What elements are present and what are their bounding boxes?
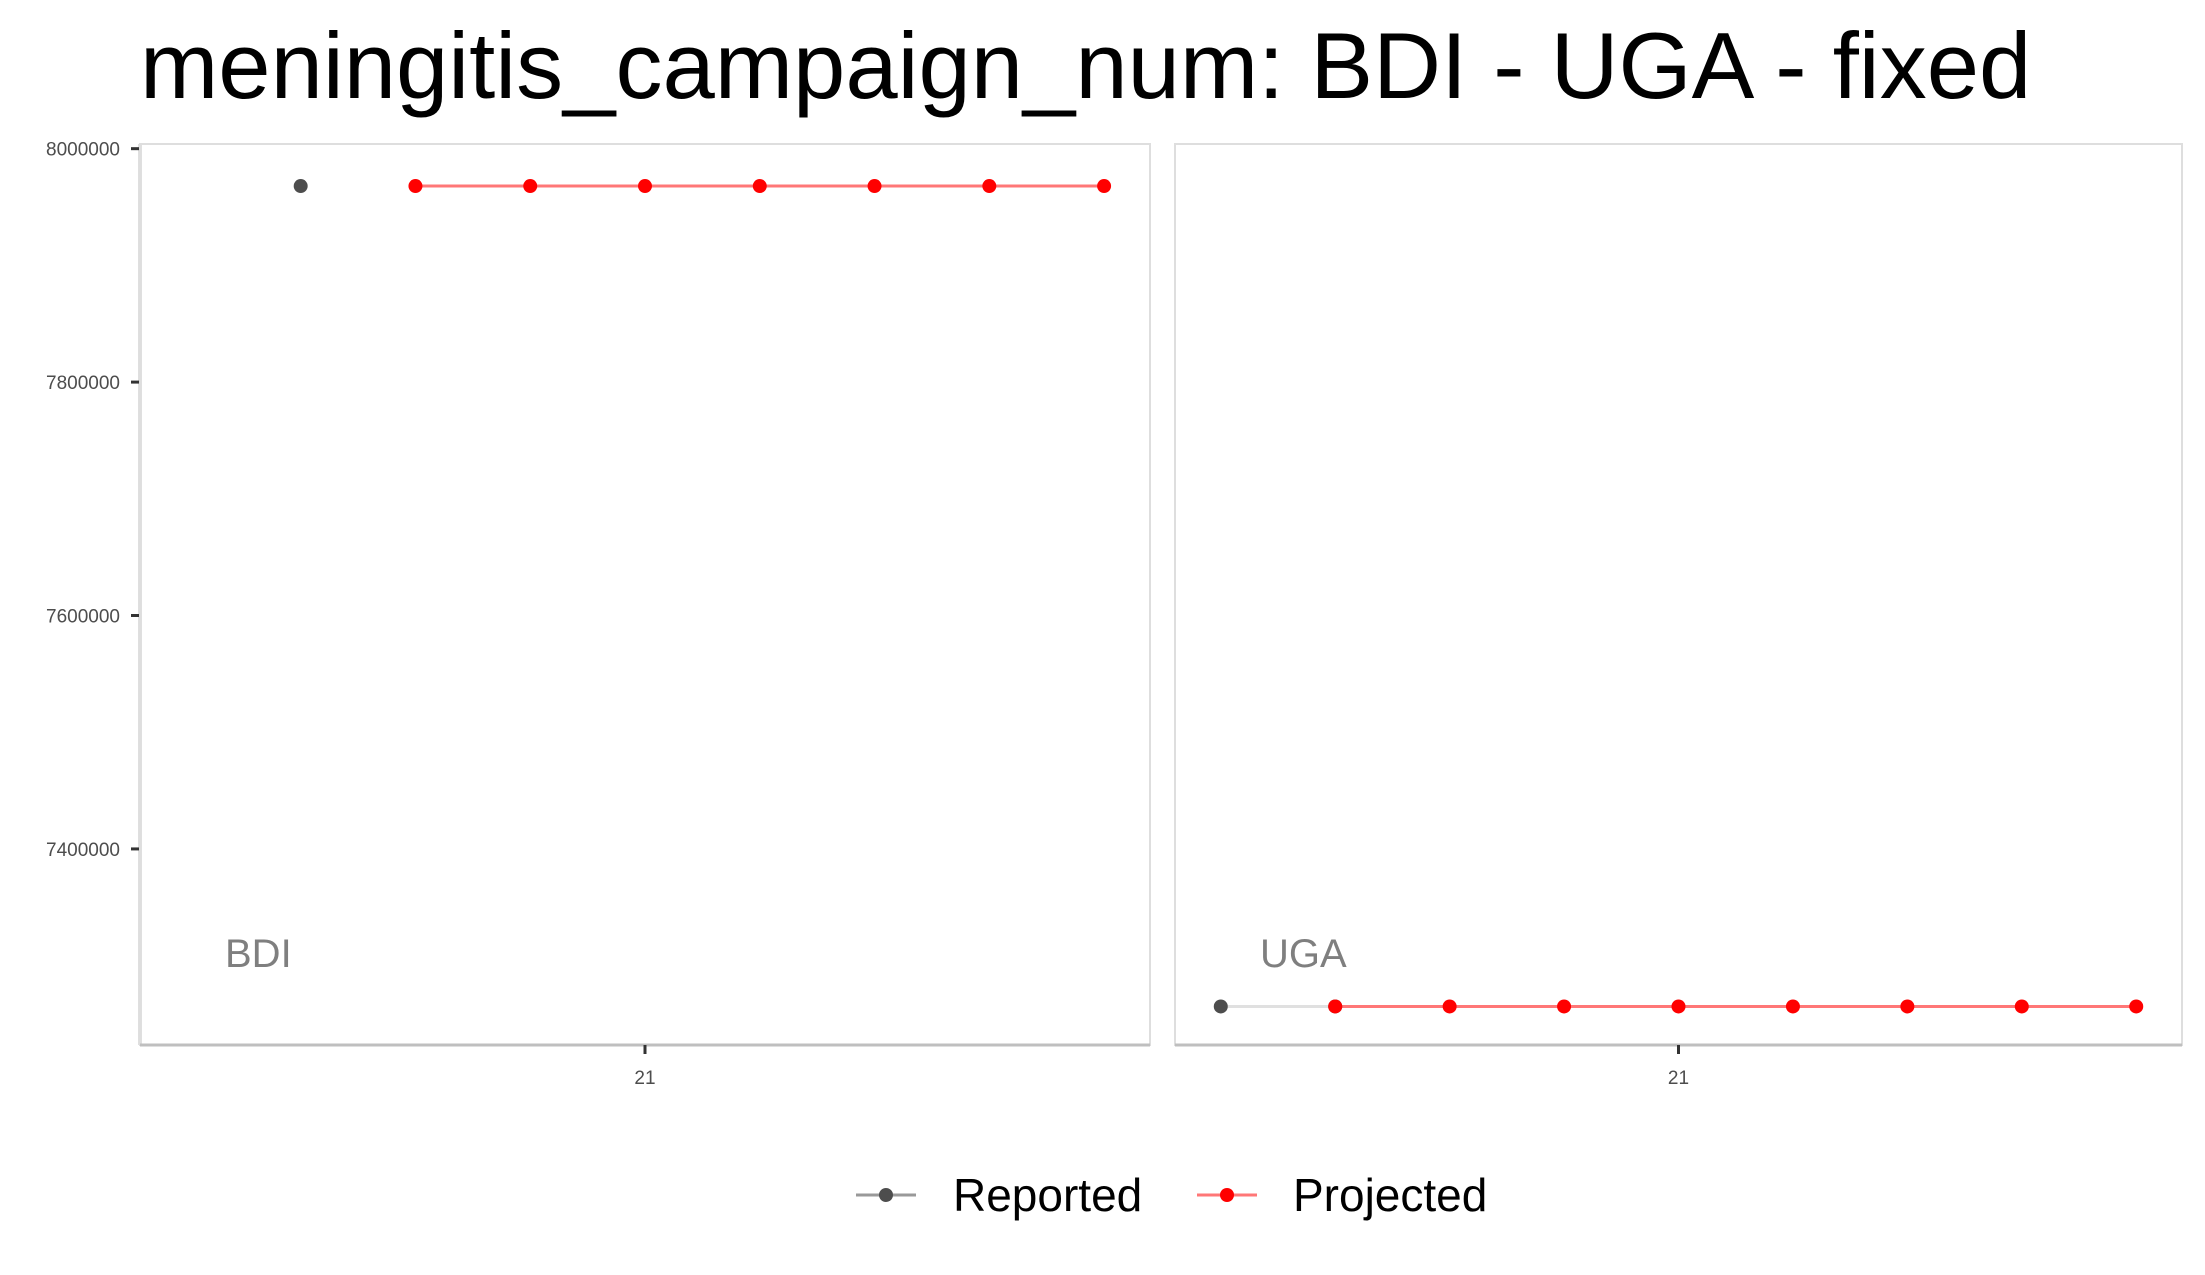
panel-border	[139, 143, 1151, 1046]
data-point-reported	[1213, 999, 1228, 1014]
data-point-projected	[2014, 999, 2029, 1014]
legend-label: Projected	[1293, 1169, 1487, 1221]
data-point-projected	[638, 179, 652, 194]
data-point-projected	[1442, 999, 1457, 1014]
y-axis: 7400000 7600000 7800000 8000000	[46, 140, 142, 1045]
x-tick-label: 21	[1668, 1068, 1689, 1089]
data-point-projected	[408, 179, 423, 194]
legend: Reported Projected	[856, 1169, 1487, 1221]
legend-item-projected: Projected	[1197, 1169, 1487, 1221]
legend-item-reported: Reported	[856, 1169, 1142, 1221]
panel-label: UGA	[1260, 932, 1347, 976]
legend-label: Reported	[953, 1169, 1142, 1221]
data-point-projected	[2129, 999, 2144, 1014]
x-tick-label: 21	[634, 1068, 655, 1089]
y-tick-label: 7400000	[46, 840, 120, 861]
data-point-projected	[1097, 179, 1112, 194]
data-point-projected	[1557, 999, 1572, 1014]
panel-label: BDI	[225, 932, 292, 976]
data-point-projected	[1671, 999, 1686, 1014]
chart-panels: 21 BDI 21 UGA	[139, 143, 2183, 1089]
panel-bdi: 21 BDI	[139, 143, 1151, 1089]
data-point-projected	[523, 179, 538, 194]
legend-key-point	[879, 1188, 893, 1202]
chart-title: meningitis_campaign_num: BDI - UGA - fix…	[140, 13, 2032, 118]
data-point-projected	[1785, 999, 1800, 1014]
legend-key-point	[1220, 1188, 1234, 1202]
data-point-projected	[1900, 999, 1915, 1014]
panel-uga: 21 UGA	[1174, 143, 2183, 1089]
y-tick-label: 7800000	[46, 373, 120, 394]
panel-border	[1174, 143, 2183, 1046]
data-point-projected	[1328, 999, 1343, 1014]
y-tick-label: 8000000	[46, 140, 120, 161]
data-point-reported	[293, 179, 308, 194]
y-tick-label: 7600000	[46, 607, 120, 628]
data-point-projected	[867, 179, 882, 194]
data-point-projected	[982, 179, 997, 194]
data-point-projected	[752, 179, 767, 194]
